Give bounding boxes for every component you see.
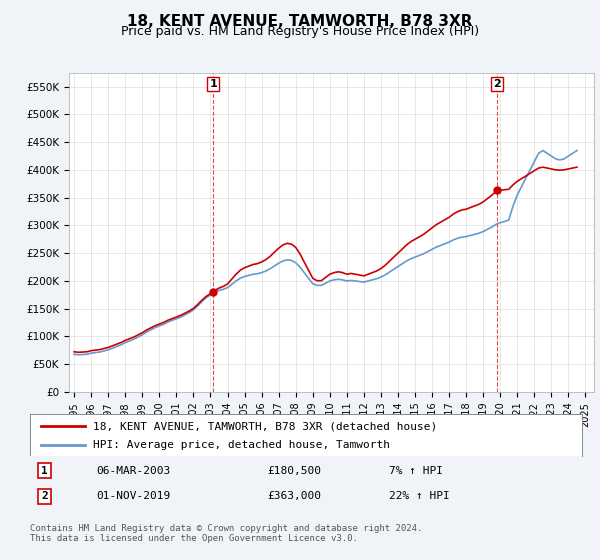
Text: 22% ↑ HPI: 22% ↑ HPI: [389, 491, 449, 501]
Text: 7% ↑ HPI: 7% ↑ HPI: [389, 465, 443, 475]
Text: £180,500: £180,500: [268, 465, 322, 475]
Text: Price paid vs. HM Land Registry's House Price Index (HPI): Price paid vs. HM Land Registry's House …: [121, 25, 479, 38]
Text: 18, KENT AVENUE, TAMWORTH, B78 3XR: 18, KENT AVENUE, TAMWORTH, B78 3XR: [127, 14, 473, 29]
Text: 2: 2: [493, 79, 501, 89]
Text: 2: 2: [41, 491, 48, 501]
Text: 06-MAR-2003: 06-MAR-2003: [96, 465, 170, 475]
Text: 1: 1: [41, 465, 48, 475]
Text: HPI: Average price, detached house, Tamworth: HPI: Average price, detached house, Tamw…: [94, 440, 391, 450]
Text: Contains HM Land Registry data © Crown copyright and database right 2024.
This d: Contains HM Land Registry data © Crown c…: [30, 524, 422, 543]
Text: £363,000: £363,000: [268, 491, 322, 501]
Text: 01-NOV-2019: 01-NOV-2019: [96, 491, 170, 501]
Text: 18, KENT AVENUE, TAMWORTH, B78 3XR (detached house): 18, KENT AVENUE, TAMWORTH, B78 3XR (deta…: [94, 421, 438, 431]
Text: 1: 1: [209, 79, 217, 89]
